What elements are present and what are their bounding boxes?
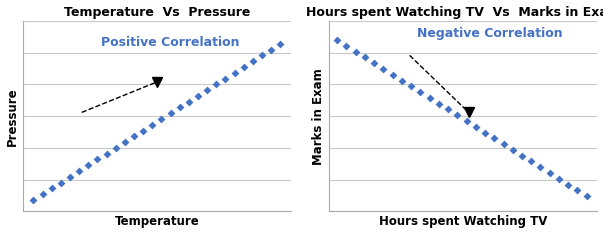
Point: [471, 125, 481, 129]
Point: [120, 140, 130, 144]
Point: [193, 94, 203, 98]
Point: [257, 54, 267, 57]
Title: Temperature  Vs  Pressure: Temperature Vs Pressure: [64, 6, 250, 18]
Point: [526, 160, 536, 163]
Text: Positive Correlation: Positive Correlation: [101, 36, 239, 49]
Point: [230, 71, 239, 75]
Point: [425, 96, 434, 100]
Point: [38, 192, 48, 196]
Point: [415, 90, 425, 94]
Title: Hours spent Watching TV  Vs  Marks in Exam: Hours spent Watching TV Vs Marks in Exam: [306, 6, 603, 18]
Point: [490, 136, 499, 140]
Point: [369, 61, 379, 65]
Point: [65, 175, 75, 179]
Point: [341, 44, 351, 48]
Point: [221, 77, 230, 80]
Point: [239, 65, 248, 69]
Point: [535, 165, 545, 169]
Point: [102, 152, 112, 156]
Point: [138, 129, 148, 132]
Point: [499, 142, 508, 146]
Point: [508, 148, 517, 152]
Point: [47, 186, 57, 190]
Point: [267, 48, 276, 51]
Point: [157, 117, 166, 121]
Point: [582, 194, 592, 198]
Point: [388, 73, 397, 77]
Point: [563, 183, 573, 186]
Point: [56, 181, 66, 184]
Point: [517, 154, 527, 157]
Point: [83, 163, 93, 167]
Point: [573, 188, 582, 192]
Point: [28, 198, 38, 202]
X-axis label: Hours spent Watching TV: Hours spent Watching TV: [379, 216, 548, 228]
Y-axis label: Pressure: Pressure: [5, 87, 19, 146]
Point: [397, 79, 406, 82]
Point: [74, 169, 84, 173]
Point: [111, 146, 121, 150]
Point: [212, 83, 221, 86]
Point: [175, 106, 185, 109]
Point: [360, 56, 370, 59]
Y-axis label: Marks in Exam: Marks in Exam: [312, 68, 325, 165]
Point: [129, 135, 139, 138]
Point: [443, 108, 453, 111]
Point: [462, 119, 472, 123]
Point: [554, 177, 564, 181]
Point: [203, 88, 212, 92]
Point: [276, 42, 285, 46]
Point: [379, 67, 388, 71]
Point: [406, 84, 416, 88]
Point: [351, 50, 361, 54]
Point: [184, 100, 194, 104]
Point: [545, 171, 555, 175]
Text: Negative Correlation: Negative Correlation: [417, 27, 563, 40]
Point: [434, 102, 444, 106]
Point: [480, 131, 490, 134]
Point: [166, 111, 175, 115]
Point: [248, 59, 257, 63]
Point: [93, 157, 103, 161]
Point: [452, 113, 462, 117]
Point: [332, 38, 342, 42]
Point: [148, 123, 157, 127]
X-axis label: Temperature: Temperature: [115, 216, 199, 228]
